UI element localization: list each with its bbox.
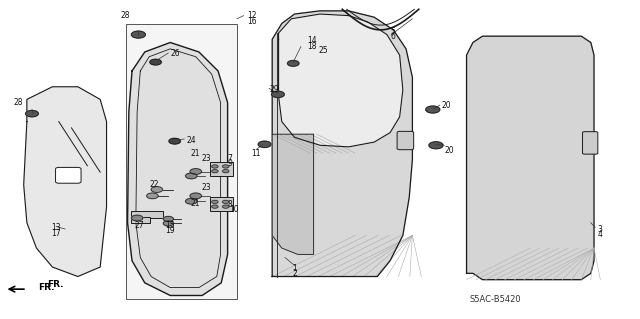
Text: 21: 21 [191, 149, 200, 158]
Circle shape [223, 170, 229, 173]
Text: 26: 26 [170, 49, 180, 58]
Circle shape [223, 165, 229, 168]
Text: 18: 18 [307, 42, 317, 51]
Text: 7: 7 [227, 154, 232, 163]
Circle shape [212, 170, 218, 173]
FancyBboxPatch shape [211, 162, 234, 176]
Text: 5: 5 [391, 27, 396, 36]
Text: 28: 28 [121, 11, 131, 20]
Text: 25: 25 [319, 46, 328, 55]
Circle shape [147, 193, 158, 199]
Text: 17: 17 [51, 229, 61, 238]
FancyBboxPatch shape [56, 167, 81, 183]
Circle shape [26, 110, 38, 117]
Circle shape [426, 106, 440, 113]
Text: 2: 2 [292, 270, 297, 278]
Text: 21: 21 [191, 199, 200, 208]
Text: 10: 10 [229, 205, 239, 214]
Text: 28: 28 [14, 98, 23, 107]
Text: 22: 22 [150, 180, 159, 189]
Text: 8: 8 [227, 200, 232, 209]
Text: 13: 13 [51, 223, 61, 232]
Bar [131, 217, 150, 223]
Polygon shape [127, 42, 228, 295]
Circle shape [150, 59, 161, 65]
Polygon shape [467, 36, 594, 280]
Circle shape [169, 138, 180, 144]
Text: 15: 15 [166, 221, 175, 230]
Circle shape [287, 61, 299, 66]
Text: 19: 19 [166, 226, 175, 235]
Text: 16: 16 [246, 18, 257, 26]
Text: 20: 20 [441, 101, 451, 110]
Text: 4: 4 [597, 230, 602, 239]
FancyBboxPatch shape [211, 197, 234, 211]
Text: 24: 24 [186, 136, 196, 145]
Circle shape [163, 221, 173, 226]
Text: 11: 11 [252, 149, 261, 158]
Bar [125, 24, 237, 299]
Text: 14: 14 [307, 36, 317, 45]
Text: 23: 23 [202, 154, 211, 163]
Text: 6: 6 [391, 32, 396, 41]
Circle shape [429, 142, 443, 149]
Circle shape [212, 165, 218, 168]
FancyBboxPatch shape [397, 131, 413, 150]
Circle shape [190, 193, 202, 199]
Circle shape [190, 169, 202, 174]
Circle shape [271, 91, 284, 98]
Circle shape [131, 215, 143, 221]
Circle shape [131, 31, 145, 38]
Polygon shape [278, 14, 403, 147]
Polygon shape [272, 11, 412, 277]
Text: 12: 12 [246, 11, 256, 20]
Text: 29: 29 [269, 85, 278, 94]
FancyBboxPatch shape [582, 132, 598, 154]
Text: 3: 3 [597, 225, 602, 234]
Circle shape [223, 200, 229, 204]
Bar [131, 211, 163, 218]
Polygon shape [24, 87, 106, 277]
Circle shape [258, 141, 271, 147]
Circle shape [186, 198, 197, 204]
Circle shape [163, 216, 173, 221]
Text: FR.: FR. [38, 283, 55, 292]
Circle shape [151, 187, 163, 192]
Text: FR.: FR. [47, 280, 64, 289]
Circle shape [186, 173, 197, 179]
Circle shape [223, 205, 229, 208]
Text: 23: 23 [202, 183, 211, 192]
Circle shape [212, 205, 218, 208]
Polygon shape [272, 134, 314, 254]
Circle shape [212, 200, 218, 204]
Text: 1: 1 [292, 264, 297, 273]
Text: 9: 9 [227, 160, 232, 168]
Text: S5AC-B5420: S5AC-B5420 [470, 295, 522, 304]
Text: 27: 27 [135, 221, 145, 230]
Text: 20: 20 [444, 145, 454, 154]
